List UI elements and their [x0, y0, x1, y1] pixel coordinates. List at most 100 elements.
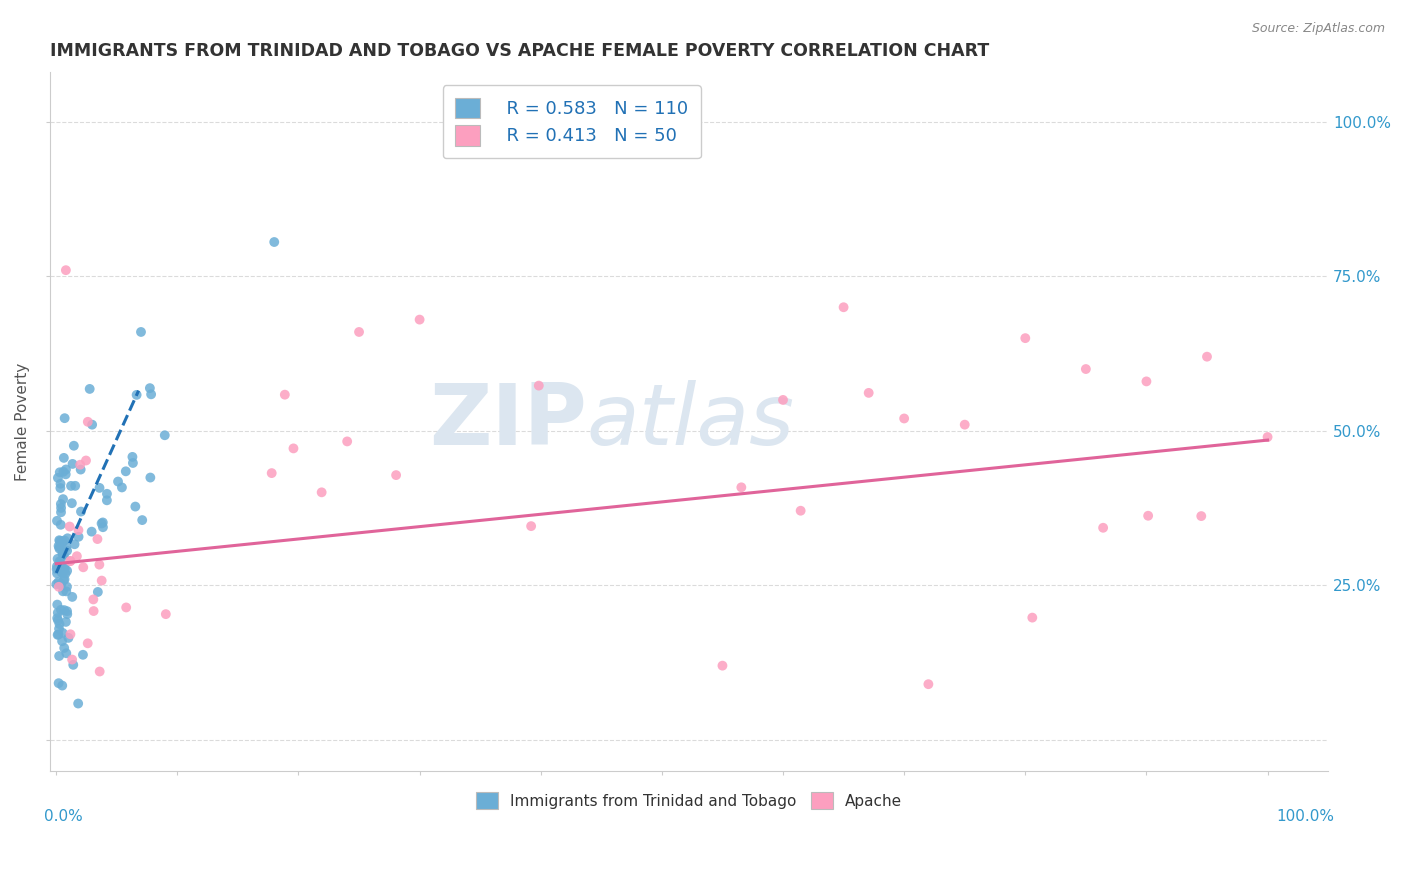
Point — [858, 385, 880, 400]
Point — [46, 606, 69, 620]
Point — [139, 387, 162, 401]
Point — [49, 534, 72, 549]
Point — [49, 476, 72, 491]
Point — [917, 677, 939, 691]
Point — [55, 467, 77, 482]
Point — [125, 388, 148, 402]
Point — [1021, 610, 1043, 624]
Point — [51, 547, 73, 561]
Point — [122, 456, 145, 470]
Point — [60, 496, 83, 510]
Text: IMMIGRANTS FROM TRINIDAD AND TOBAGO VS APACHE FEMALE POVERTY CORRELATION CHART: IMMIGRANTS FROM TRINIDAD AND TOBAGO VS A… — [51, 42, 990, 60]
Point — [49, 559, 72, 574]
Point — [46, 613, 69, 627]
Point — [772, 392, 794, 407]
Point — [69, 462, 91, 476]
Point — [48, 540, 70, 554]
Point — [274, 387, 297, 401]
Point — [893, 411, 915, 425]
Point — [48, 539, 70, 553]
Point — [91, 520, 114, 534]
Point — [60, 590, 83, 604]
Point — [53, 548, 76, 562]
Point — [91, 516, 114, 530]
Point — [263, 235, 285, 249]
Point — [520, 519, 543, 533]
Point — [46, 566, 69, 581]
Point — [87, 585, 110, 599]
Point — [89, 665, 111, 679]
Point — [56, 607, 79, 621]
Point — [45, 562, 67, 576]
Y-axis label: Female Poverty: Female Poverty — [15, 362, 30, 481]
Point — [48, 533, 70, 548]
Point — [52, 546, 75, 560]
Point — [63, 439, 86, 453]
Point — [53, 533, 76, 548]
Point — [52, 465, 75, 479]
Text: atlas: atlas — [586, 380, 794, 463]
Point — [49, 576, 72, 591]
Point — [67, 530, 90, 544]
Point — [72, 560, 94, 574]
Point — [347, 325, 370, 339]
Point — [45, 559, 67, 574]
Point — [56, 580, 79, 594]
Point — [48, 574, 70, 589]
Point — [53, 572, 76, 586]
Point — [52, 574, 75, 588]
Point — [53, 411, 76, 425]
Point — [789, 504, 811, 518]
Point — [48, 622, 70, 636]
Point — [1135, 375, 1157, 389]
Point — [49, 497, 72, 511]
Point — [90, 574, 112, 588]
Point — [48, 580, 70, 594]
Point — [129, 325, 152, 339]
Point — [51, 534, 73, 549]
Point — [385, 468, 408, 483]
Point — [48, 554, 70, 568]
Point — [96, 493, 118, 508]
Text: 0.0%: 0.0% — [44, 809, 83, 824]
Point — [66, 549, 89, 564]
Point — [131, 513, 153, 527]
Point — [48, 617, 70, 632]
Point — [48, 465, 70, 479]
Point — [51, 634, 73, 648]
Point — [1014, 331, 1036, 345]
Point — [260, 466, 283, 480]
Point — [83, 604, 105, 618]
Point — [124, 500, 146, 514]
Text: 100.0%: 100.0% — [1277, 809, 1334, 824]
Point — [46, 598, 69, 612]
Point — [52, 450, 75, 465]
Point — [711, 658, 734, 673]
Point — [49, 481, 72, 495]
Point — [59, 554, 82, 568]
Point — [1137, 508, 1160, 523]
Point — [52, 625, 75, 640]
Point — [1074, 362, 1097, 376]
Point — [111, 480, 134, 494]
Point — [56, 543, 79, 558]
Point — [51, 679, 73, 693]
Point — [56, 604, 79, 618]
Point — [51, 566, 73, 580]
Point — [55, 541, 77, 555]
Point — [53, 640, 76, 655]
Point — [53, 603, 76, 617]
Point — [52, 548, 75, 562]
Point — [55, 646, 77, 660]
Point — [89, 558, 111, 572]
Point — [69, 458, 91, 472]
Point — [48, 676, 70, 690]
Point — [1257, 430, 1279, 444]
Point — [76, 636, 98, 650]
Point — [46, 628, 69, 642]
Point — [49, 500, 72, 515]
Point — [55, 566, 77, 581]
Point — [62, 657, 84, 672]
Point — [45, 577, 67, 591]
Point — [52, 535, 75, 549]
